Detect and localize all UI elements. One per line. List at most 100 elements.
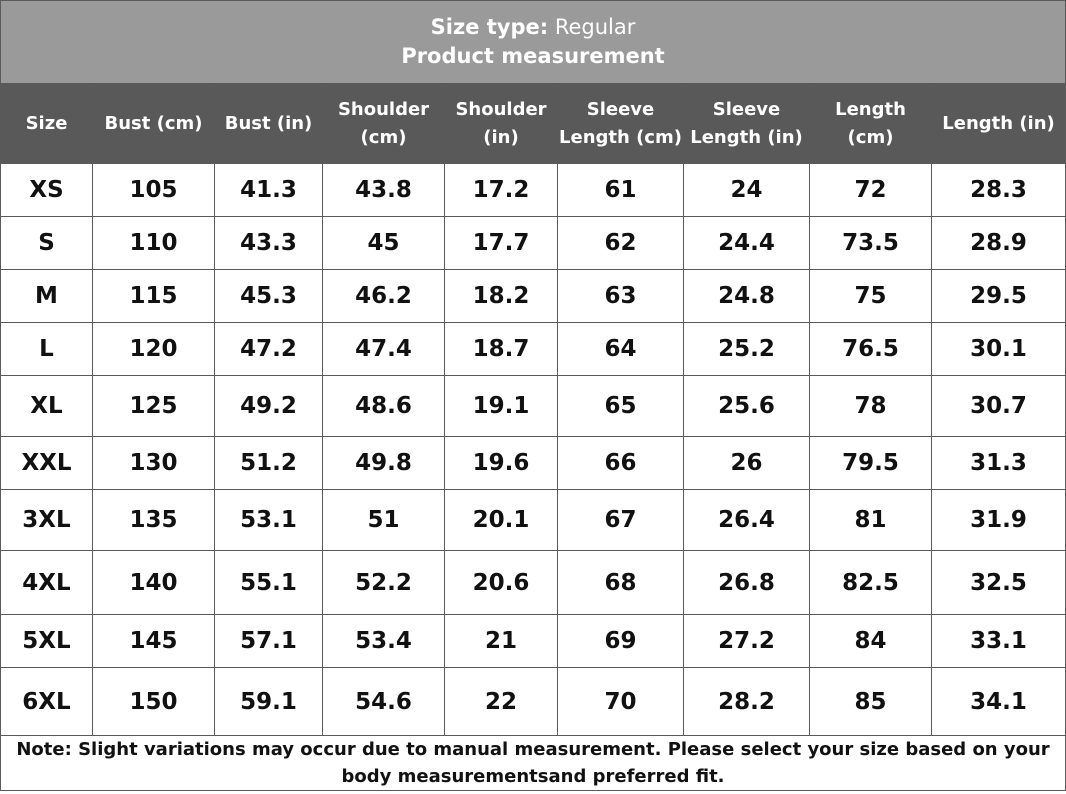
table-cell: 19.1: [444, 375, 558, 437]
table-cell: 62: [557, 216, 684, 270]
size-label-cell: 6XL: [0, 667, 93, 736]
note-text: Note: Slight variations may occur due to…: [0, 735, 1066, 791]
table-cell: 53.4: [322, 614, 445, 668]
table-cell: 63: [557, 269, 684, 323]
table-cell: 21: [444, 614, 558, 668]
size-label-cell: S: [0, 216, 93, 270]
table-cell: 45.3: [214, 269, 323, 323]
table-cell: 28.2: [683, 667, 810, 736]
table-row: XS 105 41.3 43.8 17.2 61 24 72 28.3: [0, 163, 1066, 217]
table-cell: 27.2: [683, 614, 810, 668]
table-cell: 51.2: [214, 436, 323, 490]
table-cell: 110: [92, 216, 215, 270]
table-cell: 55.1: [214, 550, 323, 615]
table-cell: 29.5: [930, 269, 1066, 323]
title-row: Size type: Regular Product measurement: [0, 0, 1066, 84]
table-cell: 43.8: [322, 163, 445, 217]
table-cell: 18.2: [444, 269, 558, 323]
table-cell: 145: [92, 614, 215, 668]
table-cell: 140: [92, 550, 215, 615]
table-cell: 48.6: [322, 375, 445, 437]
table-cell: 69: [557, 614, 684, 668]
table-cell: 33.1: [930, 614, 1066, 668]
table-cell: 28.9: [930, 216, 1066, 270]
size-label-cell: 5XL: [0, 614, 93, 668]
table-cell: 25.2: [683, 322, 810, 376]
table-row: XXL 130 51.2 49.8 19.6 66 26 79.5 31.3: [0, 436, 1066, 490]
table-cell: 75: [809, 269, 932, 323]
table-cell: 17.7: [444, 216, 558, 270]
column-header: Length (in): [930, 83, 1066, 164]
table-cell: 31.9: [930, 489, 1066, 551]
table-cell: 26: [683, 436, 810, 490]
table-cell: 31.3: [930, 436, 1066, 490]
column-header: Shoulder (cm): [322, 83, 445, 164]
size-type-value: Regular: [554, 15, 636, 39]
column-header: Sleeve Length (in): [683, 83, 810, 164]
column-header: Size: [0, 83, 93, 164]
table-cell: 34.1: [930, 667, 1066, 736]
table-cell: 47.2: [214, 322, 323, 376]
table-cell: 24: [683, 163, 810, 217]
table-cell: 115: [92, 269, 215, 323]
table-cell: 24.8: [683, 269, 810, 323]
column-header: Sleeve Length (cm): [557, 83, 684, 164]
header-row: Size Bust (cm) Bust (in) Shoulder (cm) Shoul…: [0, 83, 1066, 164]
table-cell: 53.1: [214, 489, 323, 551]
table-row: S 110 43.3 45 17.7 62 24.4 73.5 28.9: [0, 216, 1066, 270]
size-label-cell: XS: [0, 163, 93, 217]
size-type-label: Size type:: [430, 15, 549, 39]
column-header: Length (cm): [809, 83, 932, 164]
table-cell: 82.5: [809, 550, 932, 615]
table-cell: 150: [92, 667, 215, 736]
table-cell: 85: [809, 667, 932, 736]
size-label-cell: M: [0, 269, 93, 323]
table-cell: 22: [444, 667, 558, 736]
table-cell: 70: [557, 667, 684, 736]
table-cell: 120: [92, 322, 215, 376]
table-cell: 18.7: [444, 322, 558, 376]
table-row: 5XL 145 57.1 53.4 21 69 27.2 84 33.1: [0, 614, 1066, 668]
table-cell: 45: [322, 216, 445, 270]
table-cell: 19.6: [444, 436, 558, 490]
table-cell: 73.5: [809, 216, 932, 270]
table-row: 3XL 135 53.1 51 20.1 67 26.4 81 31.9: [0, 489, 1066, 551]
table-cell: 25.6: [683, 375, 810, 437]
table-cell: 79.5: [809, 436, 932, 490]
table-cell: 30.7: [930, 375, 1066, 437]
table-row: 6XL 150 59.1 54.6 22 70 28.2 85 34.1: [0, 667, 1066, 736]
table-cell: 43.3: [214, 216, 323, 270]
table-cell: 46.2: [322, 269, 445, 323]
table-cell: 130: [92, 436, 215, 490]
table-cell: 66: [557, 436, 684, 490]
table-cell: 61: [557, 163, 684, 217]
table-cell: 26.4: [683, 489, 810, 551]
table-cell: 41.3: [214, 163, 323, 217]
table-row: L 120 47.2 47.4 18.7 64 25.2 76.5 30.1: [0, 322, 1066, 376]
size-label-cell: XXL: [0, 436, 93, 490]
table-cell: 20.6: [444, 550, 558, 615]
table-cell: 20.1: [444, 489, 558, 551]
table-cell: 30.1: [930, 322, 1066, 376]
table-cell: 47.4: [322, 322, 445, 376]
table-cell: 135: [92, 489, 215, 551]
column-header: Bust (in): [214, 83, 323, 164]
table-row: 4XL 140 55.1 52.2 20.6 68 26.8 82.5 32.5: [0, 550, 1066, 615]
table-cell: 72: [809, 163, 932, 217]
note-row: Note: Slight variations may occur due to…: [0, 735, 1066, 791]
table-cell: 57.1: [214, 614, 323, 668]
table-cell: 105: [92, 163, 215, 217]
table-cell: 81: [809, 489, 932, 551]
table-cell: 26.8: [683, 550, 810, 615]
column-header: Shoulder (in): [444, 83, 558, 164]
table-title: Size type: Regular Product measurement: [0, 0, 1066, 84]
table-subtitle: Product measurement: [401, 44, 665, 68]
size-label-cell: L: [0, 322, 93, 376]
column-header: Bust (cm): [92, 83, 215, 164]
table-cell: 51: [322, 489, 445, 551]
table-cell: 24.4: [683, 216, 810, 270]
table-cell: 32.5: [930, 550, 1066, 615]
table-cell: 125: [92, 375, 215, 437]
table-cell: 76.5: [809, 322, 932, 376]
